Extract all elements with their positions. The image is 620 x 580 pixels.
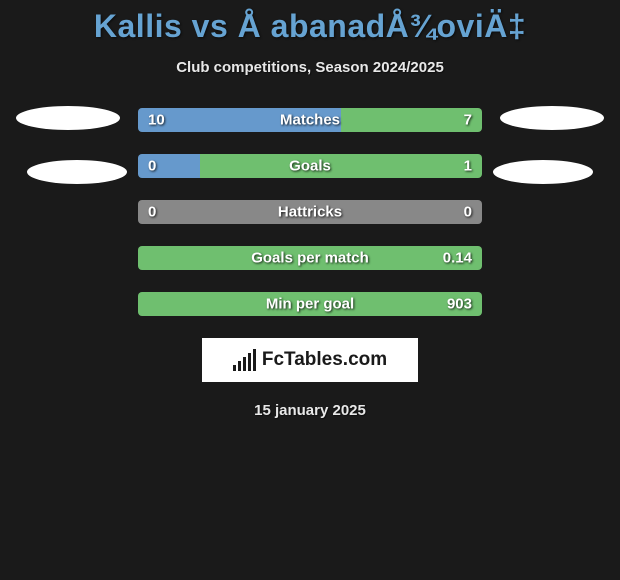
stats-bars: 10 7 Matches 0 1 Goals 0 0 Hattricks 0.14 Goals pe…: [138, 108, 482, 316]
date-label: 15 january 2025: [0, 402, 620, 419]
stat-label: Goals: [289, 158, 331, 175]
bar-right-fill: [200, 154, 482, 178]
player-photo-placeholder: [500, 106, 604, 130]
stat-label: Min per goal: [266, 296, 354, 313]
page-title: Kallis vs Å abanadÅ¾oviÄ‡: [0, 8, 620, 45]
stat-bar: 10 7 Matches: [138, 108, 482, 132]
stat-label: Goals per match: [251, 250, 369, 267]
stat-value-left: 0: [148, 158, 156, 175]
logo-text: FcTables.com: [262, 349, 387, 371]
stat-value-left: 10: [148, 112, 165, 129]
stat-bar: 0 0 Hattricks: [138, 200, 482, 224]
stat-bar: 903 Min per goal: [138, 292, 482, 316]
source-logo[interactable]: FcTables.com: [202, 338, 418, 382]
stat-label: Matches: [280, 112, 340, 129]
stat-value-right: 0: [464, 204, 472, 221]
left-player-col: [8, 106, 128, 184]
right-player-col: [492, 106, 612, 184]
chart-icon: [233, 349, 256, 371]
bar-right-fill: [341, 108, 482, 132]
club-logo-placeholder: [493, 160, 593, 184]
stat-value-right: 7: [464, 112, 472, 129]
stat-bar: 0 1 Goals: [138, 154, 482, 178]
stat-value-right: 1: [464, 158, 472, 175]
club-logo-placeholder: [27, 160, 127, 184]
stat-value-left: 0: [148, 204, 156, 221]
stat-label: Hattricks: [278, 204, 342, 221]
stat-value-right: 0.14: [443, 250, 472, 267]
stat-value-right: 903: [447, 296, 472, 313]
stat-bar: 0.14 Goals per match: [138, 246, 482, 270]
comparison-widget: Kallis vs Å abanadÅ¾oviÄ‡ Club competiti…: [0, 0, 620, 419]
subtitle: Club competitions, Season 2024/2025: [0, 59, 620, 76]
body-row: 10 7 Matches 0 1 Goals 0 0 Hattricks 0.14 Goals pe…: [0, 106, 620, 316]
player-photo-placeholder: [16, 106, 120, 130]
